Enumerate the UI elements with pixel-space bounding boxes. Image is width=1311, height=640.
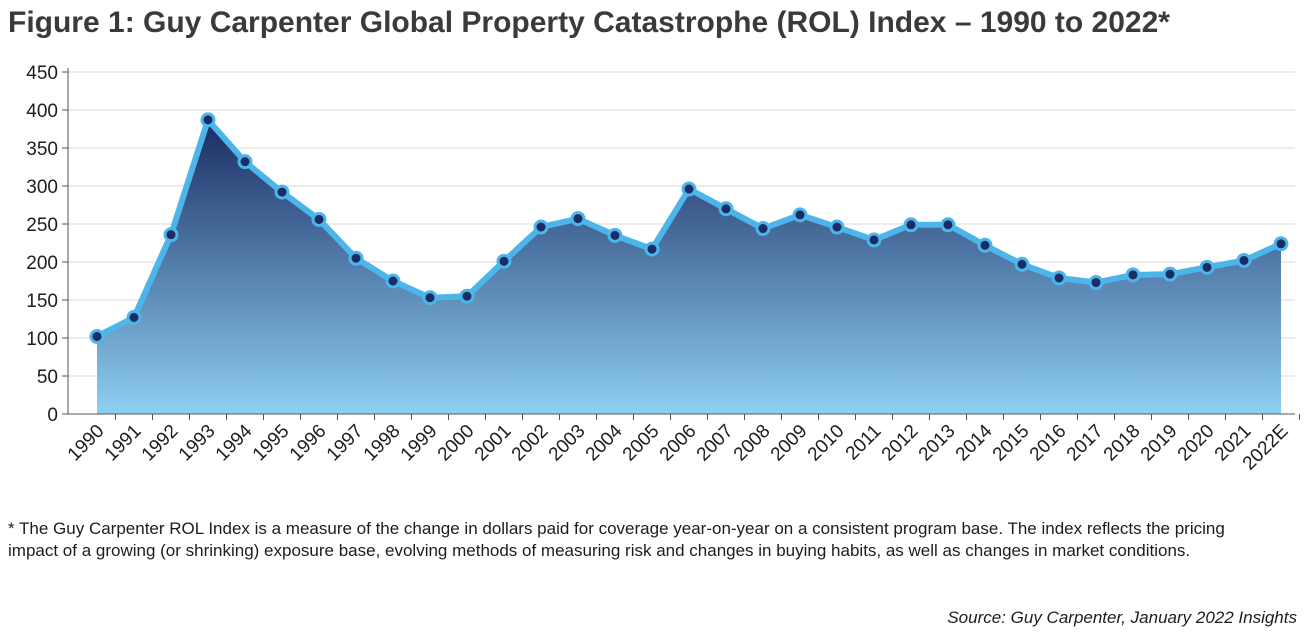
data-point [89,328,105,344]
data-point [1088,275,1104,291]
x-tick-label: 1998 [360,421,405,466]
data-point [681,181,697,197]
source-note: Source: Guy Carpenter, January 2022 Insi… [947,608,1297,627]
x-tick-label: 2012 [878,421,923,466]
data-point [126,309,142,325]
data-point [1273,236,1289,252]
x-tick-label: 2016 [1026,421,1071,466]
x-tick-label: 1993 [175,421,220,466]
x-tick-label: 2000 [434,421,479,466]
data-point [422,290,438,306]
data-point [903,217,919,233]
data-point [1236,252,1252,268]
x-tick-label: 1990 [64,421,109,466]
data-point [1125,267,1141,283]
y-tick-label: 50 [37,367,58,388]
area-fill [97,119,1281,414]
rol-index-chart: 0 50 100 150 200 250 300 350 400 450 199019911992… [26,63,1300,474]
x-tick-label: 2007 [693,421,738,466]
x-tick-label: 2013 [915,421,960,466]
x-tick-label: 2010 [804,421,849,466]
x-tick-label: 2005 [619,421,664,466]
data-point [977,237,993,253]
x-axis-ticks: 1990199119921993199419951996199719981999… [64,414,1300,474]
data-point [607,227,623,243]
data-point [866,232,882,248]
figure-title: Figure 1: Guy Carpenter Global Property … [8,6,1170,39]
x-tick-label: 1991 [101,421,146,466]
x-tick-label: 2015 [989,421,1034,466]
x-tick-label: 2001 [471,421,516,466]
data-point [533,219,549,235]
data-point [1199,259,1215,275]
data-point [644,241,660,257]
x-tick-label: 2014 [952,420,997,465]
x-tick-label: 1995 [249,421,294,466]
x-tick-label: 2019 [1137,421,1182,466]
area-series [97,119,1281,414]
y-tick-label: 200 [26,253,58,274]
x-tick-label: 1994 [212,420,257,465]
x-tick-label: 1992 [138,421,183,466]
y-tick-label: 250 [26,215,58,236]
data-point [237,154,253,170]
data-point [348,250,364,266]
data-point [459,288,475,304]
x-tick-label: 2018 [1100,421,1145,466]
x-tick-label: 2011 [842,421,886,465]
x-tick-label: 2017 [1063,421,1108,466]
x-tick-label: 2004 [582,420,627,465]
footnote: * The Guy Carpenter ROL Index is a measu… [8,519,1225,560]
data-point [792,207,808,223]
x-tick-label: 2002 [508,421,553,466]
x-tick-label: 2006 [656,421,701,466]
data-point [718,201,734,217]
data-point [385,273,401,289]
data-markers [89,112,1289,344]
y-tick-label: 400 [26,101,58,122]
y-tick-label: 350 [26,139,58,160]
data-point [1162,266,1178,282]
y-axis-ticks: 0 50 100 150 200 250 300 350 400 450 [26,63,68,426]
x-tick-label: 2008 [730,421,775,466]
x-tick-label: 1999 [397,421,442,466]
y-tick-label: 0 [47,405,58,426]
data-point [1014,256,1030,272]
x-tick-label: 2009 [767,421,812,466]
x-tick-label: 1996 [286,421,331,466]
x-tick-label: 2003 [545,421,590,466]
data-point [496,253,512,269]
x-tick-label: 1997 [323,421,368,466]
axes [67,68,1295,415]
y-tick-label: 450 [26,63,58,84]
data-point [311,211,327,227]
data-point [829,219,845,235]
y-tick-label: 300 [26,177,58,198]
x-tick-label: 2020 [1174,421,1219,466]
data-point [200,112,216,128]
data-point [274,184,290,200]
y-tick-label: 100 [26,329,58,350]
data-point [1051,270,1067,286]
data-point [163,227,179,243]
data-point [570,211,586,227]
data-point [940,217,956,233]
y-tick-label: 150 [26,291,58,312]
data-point [755,221,771,237]
